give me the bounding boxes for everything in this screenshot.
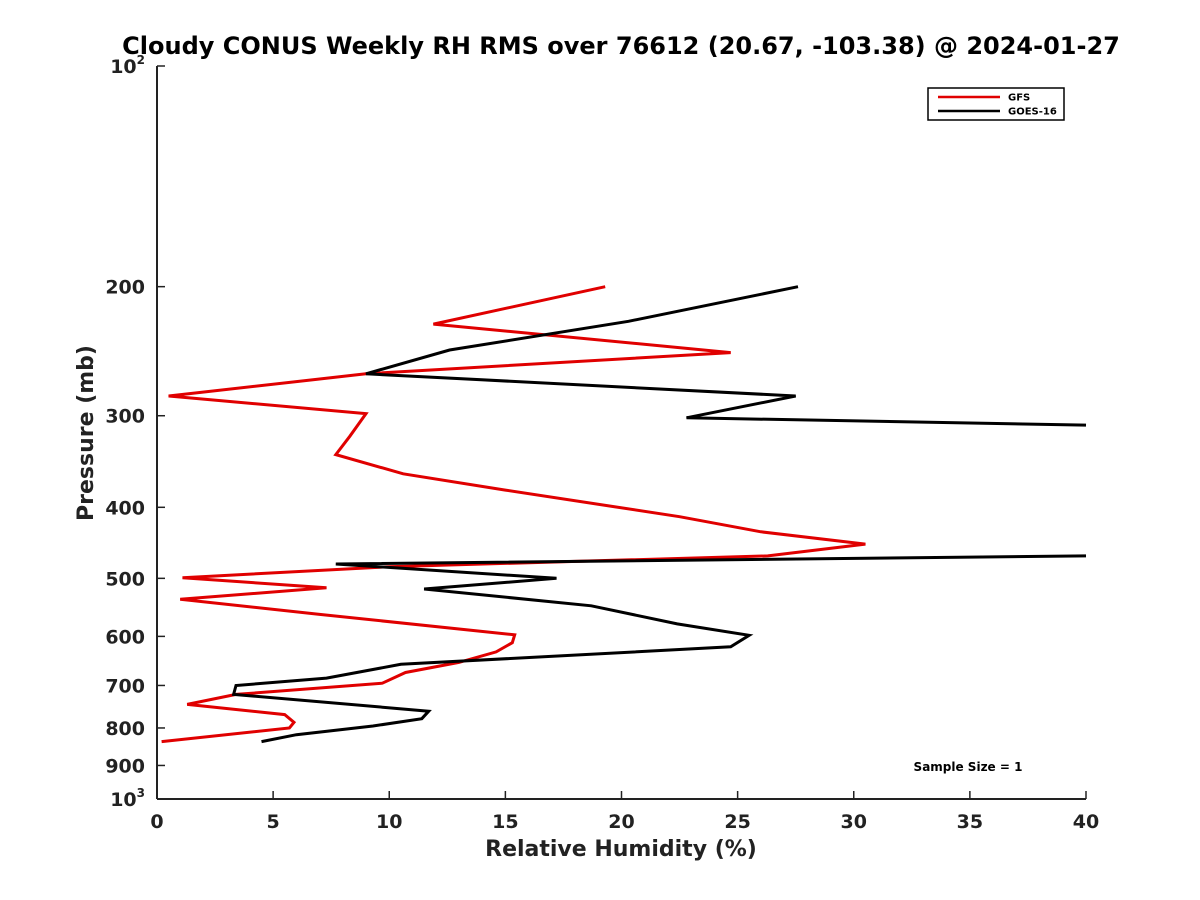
x-ticks: 0 5 10 15 20 25 30 35 40: [150, 791, 1099, 833]
x-tick-label: 10: [376, 811, 402, 833]
legend: GFS GOES-16: [927, 87, 1065, 121]
x-tick-label: 0: [150, 811, 163, 833]
sample-size-annotation: Sample Size = 1: [914, 760, 1023, 774]
x-tick-label: 20: [608, 811, 634, 833]
y-tick-label: 300: [105, 406, 145, 428]
legend-label-gfs: GFS: [1008, 93, 1030, 104]
y-tick-exponent: 2: [137, 53, 145, 67]
y-tick-label: 700: [105, 675, 145, 697]
y-tick-base: 10: [110, 56, 136, 78]
y-tick-label: 102: [110, 53, 145, 78]
y-tick-label: 600: [105, 626, 145, 648]
y-tick-label: 800: [105, 718, 145, 740]
y-tick-label: 200: [105, 277, 145, 299]
x-tick-label: 30: [841, 811, 867, 833]
x-tick-label: 5: [267, 811, 280, 833]
series-line-goes16: [231, 285, 1087, 744]
x-axis-label: Relative Humidity (%): [485, 837, 757, 862]
y-tick-label: 103: [110, 786, 145, 811]
x-tick-label: 40: [1073, 811, 1099, 833]
x-tick-label: 25: [724, 811, 750, 833]
legend-box: [927, 87, 1065, 121]
y-tick-label: 400: [105, 497, 145, 519]
x-tick-label: 15: [492, 811, 518, 833]
y-axis-label: Pressure (mb): [74, 345, 99, 521]
y-tick-base: 10: [110, 789, 136, 811]
y-tick-label: 500: [105, 568, 145, 590]
y-tick-label: 900: [105, 755, 145, 777]
y-tick-exponent: 3: [137, 786, 145, 800]
series-layer: [161, 285, 1087, 744]
legend-label-goes16: GOES-16: [1008, 107, 1057, 118]
chart-title: Cloudy CONUS Weekly RH RMS over 76612 (2…: [122, 32, 1120, 60]
x-tick-label: 35: [957, 811, 983, 833]
series-line-gfs: [161, 285, 866, 744]
